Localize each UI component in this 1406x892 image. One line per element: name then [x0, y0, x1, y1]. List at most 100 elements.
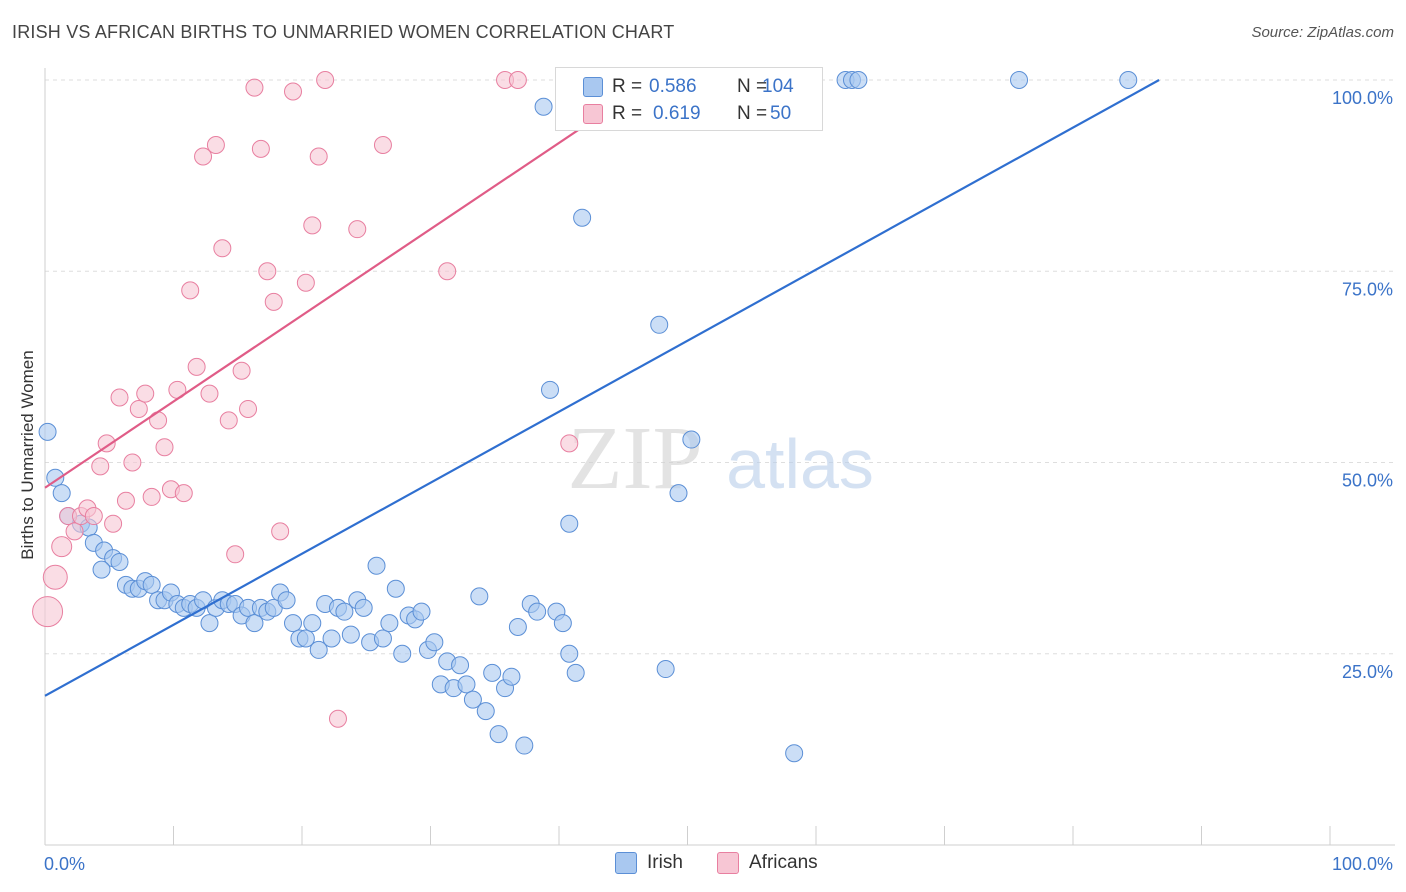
data-point-africans	[155, 438, 174, 457]
data-point-irish	[380, 614, 399, 633]
data-point-africans	[508, 71, 527, 89]
stats-legend: R = 0.586 N = 104 R = 0.619 N = 50	[555, 67, 823, 131]
stats-africans-r-label: R =	[612, 103, 643, 124]
data-point-irish	[849, 71, 868, 89]
data-point-africans	[271, 522, 290, 541]
data-point-irish	[52, 484, 71, 503]
data-point-irish	[553, 614, 572, 633]
stats-irish-n-label: N =	[737, 76, 768, 97]
data-point-irish	[38, 422, 57, 441]
data-point-africans	[84, 507, 103, 526]
data-point-africans	[149, 411, 168, 430]
data-point-irish	[142, 575, 161, 594]
data-point-irish	[560, 644, 579, 663]
data-point-irish	[303, 614, 322, 633]
data-point-africans	[174, 484, 193, 503]
data-point-africans	[284, 82, 303, 101]
data-point-irish	[277, 591, 296, 610]
y-tick-label: 50.0%	[1342, 471, 1393, 491]
data-point-africans	[42, 564, 68, 590]
data-point-irish	[457, 675, 476, 694]
stats-irish-n-value: 104	[762, 76, 794, 97]
data-point-irish	[412, 602, 431, 621]
data-point-africans	[187, 357, 206, 376]
data-point-irish	[1119, 71, 1138, 89]
data-point-irish	[110, 552, 129, 571]
legend-item-africans[interactable]: Africans	[717, 852, 818, 874]
data-point-africans	[303, 216, 322, 235]
data-point-africans	[264, 292, 283, 311]
data-point-africans	[136, 384, 155, 403]
data-point-irish	[284, 614, 303, 633]
data-point-africans	[123, 453, 142, 472]
data-point-africans	[373, 136, 392, 155]
x-tick-label-right: 100.0%	[1332, 854, 1393, 874]
y-tick-label: 100.0%	[1332, 88, 1393, 108]
data-point-africans	[194, 147, 213, 166]
legend-item-irish[interactable]: Irish	[615, 852, 683, 874]
chart-title: IRISH VS AFRICAN BIRTHS TO UNMARRIED WOM…	[12, 22, 675, 42]
data-point-africans	[348, 220, 367, 239]
legend-africans-swatch	[717, 852, 739, 874]
data-point-irish	[354, 598, 373, 617]
stats-africans-r-value: 0.619	[653, 103, 701, 124]
data-point-africans	[91, 457, 110, 476]
data-point-irish	[489, 725, 508, 744]
data-point-irish	[463, 690, 482, 709]
data-point-irish	[515, 736, 534, 755]
data-point-africans	[219, 411, 238, 430]
data-point-africans	[97, 434, 116, 453]
data-point-irish	[386, 579, 405, 598]
tick-labels: 25.0% 50.0% 75.0% 100.0% 0.0% 100.0%	[44, 88, 1393, 874]
data-point-africans	[200, 384, 219, 403]
data-point-irish	[200, 614, 219, 633]
trend-lines	[44, 79, 1160, 697]
y-tick-label: 25.0%	[1342, 662, 1393, 682]
data-point-irish	[785, 744, 804, 763]
data-point-irish	[393, 644, 412, 663]
x-tick-label-left: 0.0%	[44, 854, 85, 874]
trend-line-irish	[44, 79, 1160, 697]
chart-source: Source: ZipAtlas.com	[1251, 24, 1394, 41]
data-point-africans	[110, 388, 129, 407]
data-point-africans	[560, 434, 579, 453]
data-point-irish	[656, 660, 675, 679]
data-point-africans	[142, 487, 161, 506]
data-point-irish	[534, 97, 553, 116]
stats-africans-swatch	[583, 104, 603, 124]
data-point-irish	[296, 629, 315, 648]
data-point-irish	[1010, 71, 1029, 89]
data-point-africans	[116, 491, 135, 510]
stats-irish-r-value: 0.586	[649, 76, 697, 97]
stats-irish-swatch	[583, 77, 603, 97]
data-point-irish	[528, 602, 547, 621]
data-point-africans	[32, 596, 64, 628]
data-point-irish	[483, 663, 502, 682]
data-point-africans	[51, 536, 73, 558]
data-point-africans	[245, 78, 264, 97]
data-point-irish	[470, 587, 489, 606]
data-point-irish	[476, 702, 495, 721]
stats-africans-n-value: 50	[770, 103, 792, 124]
data-point-africans	[239, 399, 258, 418]
data-point-irish	[566, 663, 585, 682]
data-point-africans	[104, 514, 123, 533]
data-point-africans	[328, 709, 347, 728]
legend-irish-swatch	[615, 852, 637, 874]
data-point-irish	[341, 625, 360, 644]
data-point-irish	[573, 208, 592, 227]
data-point-irish	[322, 629, 341, 648]
data-point-africans	[438, 262, 457, 281]
data-point-irish	[335, 602, 354, 621]
data-point-africans	[232, 361, 251, 380]
data-point-irish	[560, 514, 579, 533]
trend-line-africans	[44, 79, 654, 489]
data-point-africans	[296, 273, 315, 292]
series-africans-points	[32, 71, 662, 728]
data-point-irish	[669, 484, 688, 503]
data-point-irish	[92, 560, 111, 579]
legend-irish-label: Irish	[647, 852, 683, 873]
data-point-irish	[502, 667, 521, 686]
data-point-africans	[226, 545, 245, 564]
